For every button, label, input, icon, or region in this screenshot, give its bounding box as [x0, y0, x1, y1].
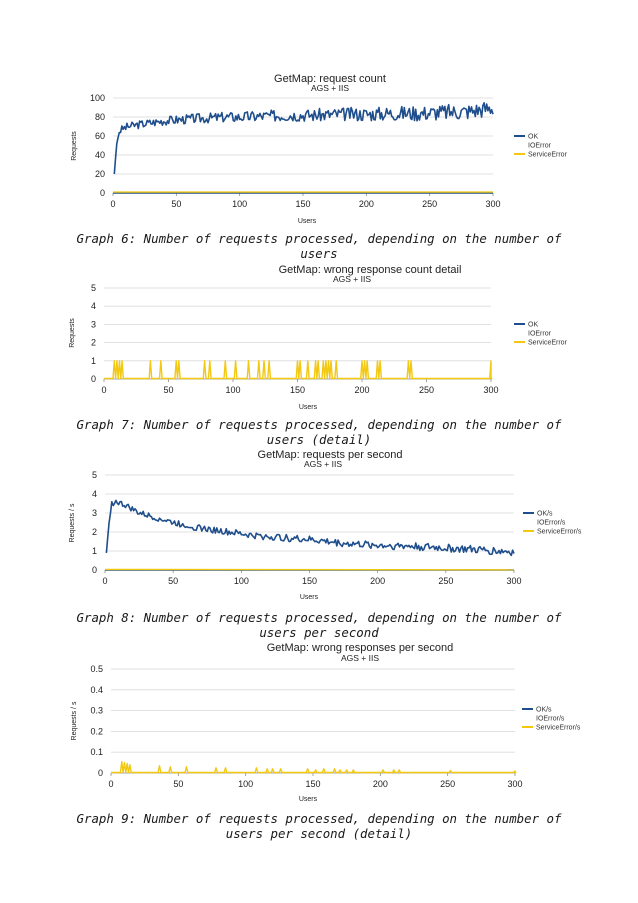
y-axis-label: Requests / s	[71, 701, 78, 740]
legend-label: IOError/s	[536, 716, 565, 723]
x-tick-label: 50	[171, 199, 181, 209]
series-line-serviceerror	[104, 360, 493, 380]
chart-wrong-response-count: 0 1 2 3 4 5 0 50 100 150 200 250 300 GetMap: wrong re…	[0, 257, 638, 417]
x-tick-label: 0	[110, 199, 115, 209]
x-tick-label: 200	[373, 779, 388, 789]
chart-title: GetMap: requests per second	[258, 449, 403, 461]
x-tick-label: 250	[419, 385, 434, 395]
chart-subtitle: AGS + IIS	[311, 83, 349, 93]
caption-graph-6: Graph 6: Number of requests processed, d…	[76, 231, 562, 261]
y-tick-label: 0.1	[90, 747, 103, 757]
y-tick-label: 40	[95, 150, 105, 160]
y-tick-label: 0	[92, 565, 97, 575]
x-tick-label: 150	[295, 199, 310, 209]
y-tick-label: 4	[91, 301, 96, 311]
y-tick-label: 60	[95, 131, 105, 141]
y-tick-label: 0.2	[90, 726, 103, 736]
chart-subtitle: AGS + IIS	[304, 459, 342, 469]
legend-label: IOError/s	[537, 520, 566, 527]
x-tick-label: 0	[108, 779, 113, 789]
x-tick-label: 100	[225, 385, 240, 395]
legend-label: ServiceError/s	[536, 725, 581, 732]
y-axis-label: Requests	[71, 131, 78, 161]
x-tick-label: 250	[440, 779, 455, 789]
chart-title: GetMap: request count	[274, 73, 386, 85]
caption-graph-8: Graph 8: Number of requests processed, d…	[76, 610, 562, 640]
legend-label: ServiceError	[528, 340, 568, 347]
legend-label: IOError	[528, 143, 552, 150]
x-tick-label: 100	[232, 199, 247, 209]
caption-graph-9: Graph 9: Number of requests processed, d…	[76, 811, 562, 841]
y-tick-label: 0	[91, 374, 96, 384]
legend-label: ServiceError/s	[537, 529, 582, 536]
y-tick-label: 20	[95, 169, 105, 179]
y-tick-label: 4	[92, 489, 97, 499]
y-tick-label: 1	[91, 356, 96, 366]
x-tick-label: 50	[173, 779, 183, 789]
legend-label: ServiceError	[528, 152, 568, 159]
legend-label: OK	[528, 134, 538, 141]
y-tick-label: 100	[90, 93, 105, 103]
x-axis-label: Users	[299, 404, 318, 411]
y-tick-label: 0.4	[90, 685, 103, 695]
x-tick-label: 50	[163, 385, 173, 395]
caption-graph-7: Graph 7: Number of requests processed, d…	[76, 417, 562, 447]
x-tick-label: 0	[102, 576, 107, 586]
y-tick-label: 5	[92, 470, 97, 480]
x-axis-label: Users	[300, 594, 319, 601]
y-tick-label: 3	[92, 508, 97, 518]
chart-title: GetMap: wrong response count detail	[279, 264, 462, 276]
x-tick-label: 300	[506, 576, 521, 586]
series-line-ok	[113, 102, 494, 175]
legend-label: OK/s	[536, 707, 552, 714]
y-tick-label: 2	[91, 338, 96, 348]
x-tick-label: 50	[168, 576, 178, 586]
legend-label: OK/s	[537, 511, 553, 518]
y-tick-label: 5	[91, 283, 96, 293]
chart-request-count: 0 20 40 60 80 100 0 50 100 150 200 250 300 GetMap: re…	[0, 60, 638, 235]
x-tick-label: 150	[302, 576, 317, 586]
y-axis-label: Requests	[69, 318, 76, 348]
x-tick-label: 300	[483, 385, 498, 395]
x-tick-label: 200	[354, 385, 369, 395]
x-axis-label: Users	[298, 218, 317, 225]
chart-subtitle: AGS + IIS	[333, 274, 371, 284]
x-tick-label: 250	[438, 576, 453, 586]
x-tick-label: 300	[485, 199, 500, 209]
y-tick-label: 0.3	[90, 706, 103, 716]
x-tick-label: 300	[507, 779, 522, 789]
x-tick-label: 150	[290, 385, 305, 395]
x-tick-label: 0	[101, 385, 106, 395]
chart-subtitle: AGS + IIS	[341, 653, 379, 663]
chart-svg: 0 20 40 60 80 100 0 50 100 150 200 250 300 GetMap: re…	[71, 73, 568, 225]
series-line-serviceerror-s	[111, 760, 517, 774]
legend-label: OK	[528, 322, 538, 329]
x-tick-label: 100	[238, 779, 253, 789]
series-line-ok-s	[105, 499, 515, 557]
y-tick-label: 0.5	[90, 664, 103, 674]
y-tick-label: 80	[95, 112, 105, 122]
chart-requests-per-second: 0 1 2 3 4 5 0 50 100 150 200 250 300 GetMap: requests…	[0, 441, 638, 606]
y-tick-label: 0	[100, 188, 105, 198]
y-tick-label: 1	[92, 546, 97, 556]
x-tick-label: 200	[370, 576, 385, 586]
x-tick-label: 150	[305, 779, 320, 789]
x-tick-label: 100	[234, 576, 249, 586]
x-axis-label: Users	[299, 796, 318, 803]
y-tick-label: 0	[98, 768, 103, 778]
chart-title: GetMap: wrong responses per second	[267, 642, 454, 654]
y-tick-label: 3	[91, 319, 96, 329]
chart-svg: 0 0.1 0.2 0.3 0.4 0.5 0 50 100 150 200 250 300 GetMap…	[71, 642, 581, 803]
x-tick-label: 250	[422, 199, 437, 209]
chart-wrong-responses-per-second: 0 0.1 0.2 0.3 0.4 0.5 0 50 100 150 200 250 300 GetMap…	[0, 636, 638, 811]
y-tick-label: 2	[92, 527, 97, 537]
legend-label: IOError	[528, 331, 552, 338]
y-axis-label: Requests / s	[69, 503, 76, 542]
x-tick-label: 200	[359, 199, 374, 209]
